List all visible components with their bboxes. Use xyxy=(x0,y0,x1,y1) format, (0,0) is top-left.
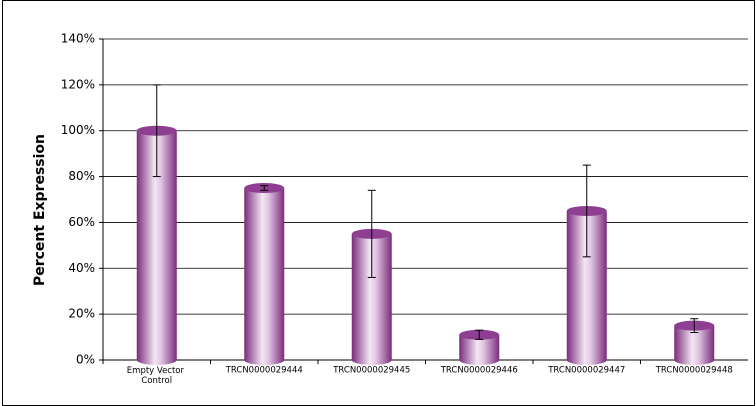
bar-body xyxy=(459,334,500,365)
x-tick-label: TRCN0000029445 xyxy=(332,366,410,376)
x-tick-label: TRCN0000029447 xyxy=(547,366,625,376)
bar-body xyxy=(136,130,177,365)
y-axis-label: Percent Expression xyxy=(32,134,48,286)
bar-body xyxy=(674,325,715,365)
x-tick-label: TRCN0000029444 xyxy=(225,366,303,376)
y-tick-label: 0% xyxy=(76,353,95,367)
bar xyxy=(351,228,392,365)
y-tick-label: 60% xyxy=(68,215,95,229)
bar-body xyxy=(244,188,285,365)
bar xyxy=(459,329,500,365)
y-tick-label: 100% xyxy=(61,123,95,137)
bar xyxy=(244,183,285,365)
x-tick-label: TRCN0000029448 xyxy=(655,366,733,376)
x-tick-label: TRCN0000029446 xyxy=(440,366,518,376)
bar-body xyxy=(566,210,607,365)
y-tick-label: 40% xyxy=(68,261,95,275)
y-tick-label: 120% xyxy=(61,77,95,91)
x-tick-label: Empty Vector Control xyxy=(127,366,187,386)
y-tick-label: 20% xyxy=(68,307,95,321)
bar xyxy=(136,125,177,365)
bar-body xyxy=(351,233,392,365)
y-tick-label: 140% xyxy=(61,32,95,46)
y-tick-label: 80% xyxy=(68,169,95,183)
